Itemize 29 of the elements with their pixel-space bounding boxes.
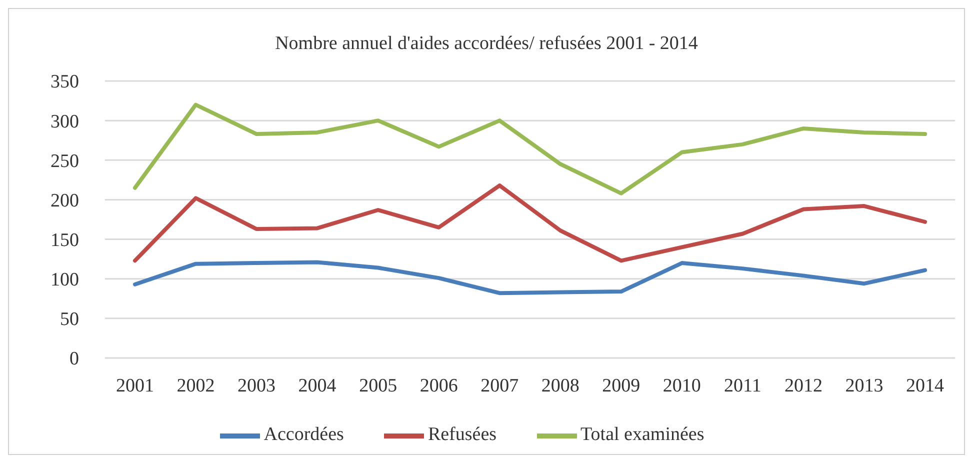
x-tick-label: 2005 [359,375,398,396]
y-tick-label: 350 [50,72,79,93]
y-tick-label: 50 [60,309,79,330]
x-tick-label: 2012 [784,375,822,396]
y-tick-label: 300 [50,111,79,132]
legend-label: Total examinées [580,424,704,446]
line-series [133,183,927,263]
legend-label: Accordées [264,424,344,446]
line-series [133,102,927,196]
x-tick-label: 2009 [602,375,640,396]
x-tick-label: 2003 [238,375,276,396]
x-tick-label: 2014 [906,375,944,396]
legend-label: Refusées [428,424,497,446]
x-tick-label: 2004 [298,375,337,396]
y-tick-label: 0 [70,348,79,370]
y-tick-label: 150 [50,230,79,252]
y-tick-label: 100 [50,270,79,291]
x-tick-label: 2007 [480,375,519,396]
x-tick-label: 2011 [724,375,762,396]
x-tick-label: 2008 [541,375,580,396]
y-tick-label: 200 [50,190,79,212]
x-tick-label: 2001 [116,375,154,396]
line-series [133,260,927,296]
chart-title: Nombre annuel d'aides accordées/ refusées 2001 - 2014 [274,33,699,55]
y-tick-label: 250 [50,150,79,172]
x-tick-label: 2002 [176,375,215,396]
x-tick-label: 2006 [420,375,458,396]
x-tick-label: 2013 [845,375,884,396]
x-tick-label: 2010 [662,375,701,396]
